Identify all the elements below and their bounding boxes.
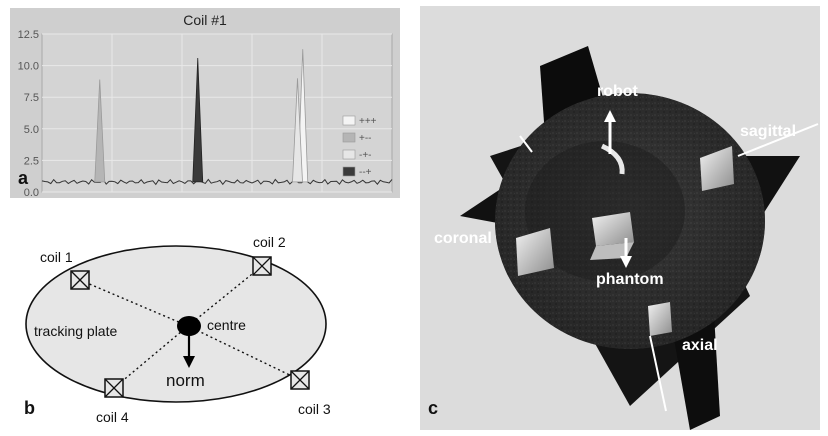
series-peak--+-: [292, 78, 303, 183]
series-peak---+: [192, 57, 204, 183]
cube-cutout-sagittal: [700, 146, 734, 191]
coil1-marker: [70, 270, 90, 290]
legend-label: +--: [359, 133, 372, 144]
dotted-line-coil3: [187, 325, 301, 381]
legend-swatch: [342, 115, 356, 126]
label-coil2: coil 2: [253, 234, 286, 250]
panel-letter-b: b: [24, 398, 35, 418]
centre-dot: [177, 316, 201, 336]
legend-label: -+-: [359, 150, 372, 161]
panel-letter-a: a: [18, 168, 29, 188]
cube-cutout-centre: [592, 212, 634, 246]
dotted-line-coil4: [113, 325, 189, 389]
plot-area: [41, 33, 393, 193]
orthogonal-slices-panel: robot sagittal coronal phantom axial c: [420, 6, 820, 430]
legend-label: --+: [359, 167, 372, 178]
y-tick-label: 0.0: [24, 187, 39, 198]
legend-label: +++: [359, 116, 377, 127]
label-robot: robot: [597, 83, 639, 100]
y-tick-label: 10.0: [18, 61, 39, 73]
cube-cutout-axial: [648, 302, 672, 336]
sagittal-guide-line-left: [519, 135, 533, 153]
label-coronal: coronal: [434, 230, 492, 247]
cube-cutout-coronal: [516, 228, 554, 276]
label-phantom: phantom: [596, 271, 664, 288]
robot-arrow-head: [604, 110, 616, 122]
phantom-arrow-head: [620, 256, 632, 268]
legend-swatch: [342, 166, 356, 177]
tracking-plate-panel: coil 1 coil 2 coil 3 coil 4 tracking pla…: [10, 222, 340, 428]
orthogonal-slices-render: robot sagittal coronal phantom axial: [434, 46, 819, 430]
norm-arrow-head: [183, 356, 195, 368]
legend-swatch: [342, 149, 356, 160]
label-coil1: coil 1: [40, 249, 73, 265]
label-axial: axial: [682, 337, 718, 354]
coil2-marker: [252, 256, 272, 276]
coil-chart: 0.0 2.5 5.0 7.5 10.0 12.5 +++ +-- -+- --+: [18, 29, 393, 198]
y-tick-label: 5.0: [24, 124, 39, 136]
label-centre: centre: [207, 317, 246, 333]
y-tick-label: 7.5: [24, 92, 39, 104]
series-peak-+--: [94, 79, 106, 183]
coil-chart-panel: Coil #1 0.0 2.5 5.0 7.5 10.0 12.5 +++ +-- -+- --+…: [10, 8, 400, 198]
label-sagittal: sagittal: [740, 123, 796, 140]
label-tracking-plate: tracking plate: [34, 323, 117, 339]
axial-guide-line: [649, 335, 667, 412]
label-coil3: coil 3: [298, 401, 331, 417]
legend-swatch: [342, 132, 356, 143]
label-norm: norm: [166, 371, 205, 390]
y-tick-label: 2.5: [24, 155, 39, 167]
tracking-plate-diagram: coil 1 coil 2 coil 3 coil 4 tracking pla…: [25, 234, 331, 425]
panel-letter-c: c: [428, 398, 439, 418]
sagittal-guide-line: [737, 123, 819, 157]
coil4-marker: [104, 378, 124, 398]
robot-marker: [600, 143, 625, 175]
dotted-line-coil2: [187, 265, 263, 327]
chart-title: Coil #1: [183, 12, 227, 28]
tracking-plate-ellipse: [25, 245, 327, 403]
y-tick-label: 12.5: [18, 29, 39, 41]
label-coil4: coil 4: [96, 409, 129, 425]
coil3-marker: [290, 370, 310, 390]
baseline-noise: [41, 178, 393, 186]
